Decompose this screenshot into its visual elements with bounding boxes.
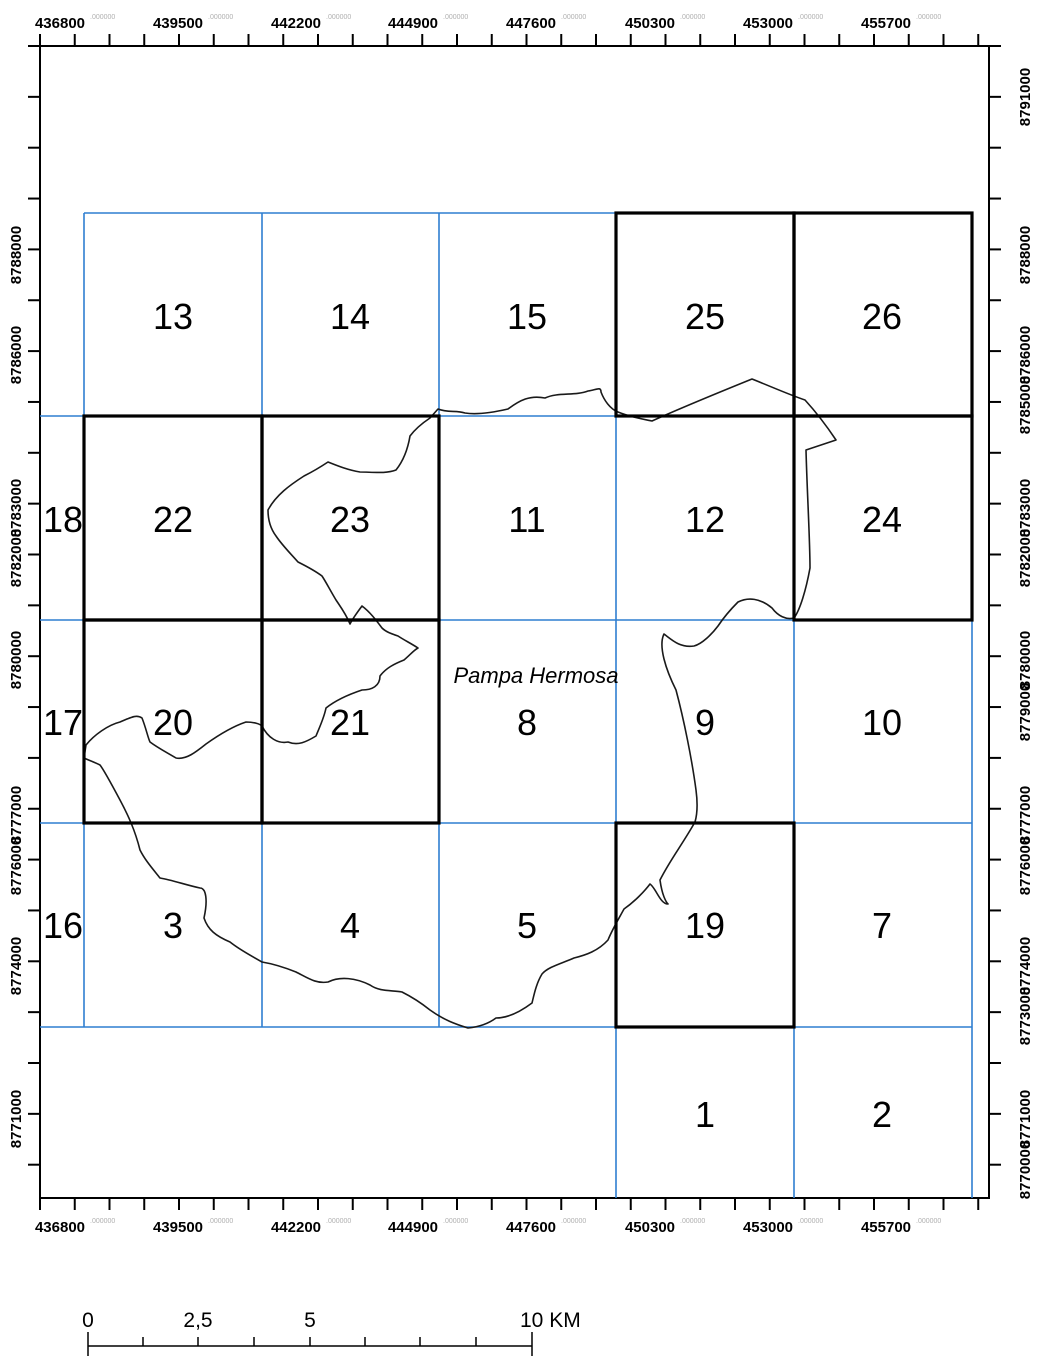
coord-fraction: .000000 bbox=[798, 1218, 823, 1225]
x-coord-label-top: 444900 bbox=[388, 15, 438, 32]
map-frame bbox=[39, 45, 990, 1199]
sheet-24-frame bbox=[792, 414, 974, 622]
y-coord-label-right: 8773000 bbox=[1017, 987, 1034, 1045]
coord-fraction: .000000 bbox=[443, 14, 468, 21]
y-coord-label-right: 8777000 bbox=[1017, 786, 1034, 844]
x-coord-label-bottom: 455700 bbox=[861, 1219, 911, 1236]
x-coord-label-bottom: 450300 bbox=[625, 1219, 675, 1236]
coord-fraction: .000000 bbox=[561, 1218, 586, 1225]
cell-label: 9 bbox=[695, 702, 715, 743]
scale-bar bbox=[87, 1332, 533, 1356]
y-coord-label-right: 8788000 bbox=[1017, 226, 1034, 284]
scale-label: 5 bbox=[304, 1309, 316, 1332]
coord-fraction: .000000 bbox=[561, 14, 586, 21]
sheet-21-frame bbox=[260, 618, 441, 825]
cell-label: 22 bbox=[153, 499, 193, 540]
coord-fraction: .000000 bbox=[326, 1218, 351, 1225]
cell-label: 26 bbox=[862, 296, 902, 337]
y-coord-label-right: 8785000 bbox=[1017, 376, 1034, 434]
coord-fraction: .000000 bbox=[680, 14, 705, 21]
cell-label: 21 bbox=[330, 702, 370, 743]
y-coord-label-right: 8771000 bbox=[1017, 1090, 1034, 1148]
coord-fraction: .000000 bbox=[680, 1218, 705, 1225]
x-coord-label-bottom: 436800 bbox=[35, 1219, 85, 1236]
cell-label: 1 bbox=[695, 1094, 715, 1135]
cell-label: 2 bbox=[872, 1094, 892, 1135]
coord-fraction: .000000 bbox=[326, 14, 351, 21]
cell-label: 10 bbox=[862, 702, 902, 743]
scale-label: 0 bbox=[82, 1309, 94, 1332]
cell-label: 18 bbox=[43, 499, 83, 540]
y-coord-label-left: 8774000 bbox=[8, 937, 25, 995]
highlighted-sheets bbox=[82, 211, 974, 1029]
x-coord-label-bottom: 453000 bbox=[743, 1219, 793, 1236]
x-coord-label-bottom: 442200 bbox=[271, 1219, 321, 1236]
coord-fraction: .000000 bbox=[916, 14, 941, 21]
y-coord-label-left: 8783000 bbox=[8, 479, 25, 537]
cell-label: 12 bbox=[685, 499, 725, 540]
scale-label: 10 KM bbox=[520, 1309, 581, 1332]
y-coord-label-right: 8791000 bbox=[1017, 68, 1034, 126]
cell-label: 23 bbox=[330, 499, 370, 540]
frame-ticks bbox=[28, 34, 1001, 1210]
cell-label: 8 bbox=[517, 702, 537, 743]
x-coord-label-top: 455700 bbox=[861, 15, 911, 32]
coord-fraction: .000000 bbox=[90, 1218, 115, 1225]
cell-label: 13 bbox=[153, 296, 193, 337]
coord-fraction: .000000 bbox=[798, 14, 823, 21]
x-coord-label-top: 442200 bbox=[271, 15, 321, 32]
cell-label: 17 bbox=[43, 702, 83, 743]
y-coord-label-left: 8777000 bbox=[8, 786, 25, 844]
coord-fraction: .000000 bbox=[90, 14, 115, 21]
coordinate-labels: 436800 .000000 436800 .000000 439500 .000000 4… bbox=[8, 14, 1034, 1236]
y-coord-label-right: 8779000 bbox=[1017, 683, 1034, 741]
y-coord-label-left: 8788000 bbox=[8, 226, 25, 284]
cell-label: 11 bbox=[508, 499, 545, 540]
cell-label: 15 bbox=[507, 296, 547, 337]
cell-label: 20 bbox=[153, 702, 193, 743]
x-coord-label-bottom: 447600 bbox=[506, 1219, 556, 1236]
y-coord-label-left: 8786000 bbox=[8, 326, 25, 384]
cell-label: 7 bbox=[872, 905, 892, 946]
coord-fraction: .000000 bbox=[916, 1218, 941, 1225]
x-coord-label-bottom: 444900 bbox=[388, 1219, 438, 1236]
y-coord-label-right: 8774000 bbox=[1017, 937, 1034, 995]
cell-label: 24 bbox=[862, 499, 902, 540]
cell-label: 19 bbox=[685, 905, 725, 946]
y-coord-label-right: 8776000 bbox=[1017, 837, 1034, 895]
coord-fraction: .000000 bbox=[208, 1218, 233, 1225]
x-coord-label-bottom: 439500 bbox=[153, 1219, 203, 1236]
y-coord-label-left: 8776000 bbox=[8, 837, 25, 895]
coord-fraction: .000000 bbox=[208, 14, 233, 21]
y-coord-label-right: 8786000 bbox=[1017, 326, 1034, 384]
y-coord-label-right: 8780000 bbox=[1017, 631, 1034, 689]
y-coord-label-left: 8771000 bbox=[8, 1090, 25, 1148]
x-coord-label-top: 453000 bbox=[743, 15, 793, 32]
cell-label: 4 bbox=[340, 905, 360, 946]
y-coord-label-left: 8782000 bbox=[8, 529, 25, 587]
cell-label: 16 bbox=[43, 905, 83, 946]
cell-label: 25 bbox=[685, 296, 725, 337]
cell-label: 3 bbox=[163, 905, 183, 946]
y-coord-label-left: 8780000 bbox=[8, 631, 25, 689]
x-coord-label-top: 436800 bbox=[35, 15, 85, 32]
x-coord-label-top: 447600 bbox=[506, 15, 556, 32]
x-coord-label-top: 439500 bbox=[153, 15, 203, 32]
y-coord-label-right: 8782000 bbox=[1017, 529, 1034, 587]
district-boundary bbox=[83, 378, 837, 1029]
y-coord-label-right: 8770000 bbox=[1017, 1141, 1034, 1199]
y-coord-label-right: 8783000 bbox=[1017, 479, 1034, 537]
sheet-19-frame bbox=[614, 821, 796, 1029]
cell-label: 14 bbox=[330, 296, 370, 337]
coord-fraction: .000000 bbox=[443, 1218, 468, 1225]
x-coord-label-top: 450300 bbox=[625, 15, 675, 32]
cell-label: 5 bbox=[517, 905, 537, 946]
scale-label: 2,5 bbox=[183, 1309, 212, 1332]
place-label: Pampa Hermosa bbox=[453, 663, 618, 688]
